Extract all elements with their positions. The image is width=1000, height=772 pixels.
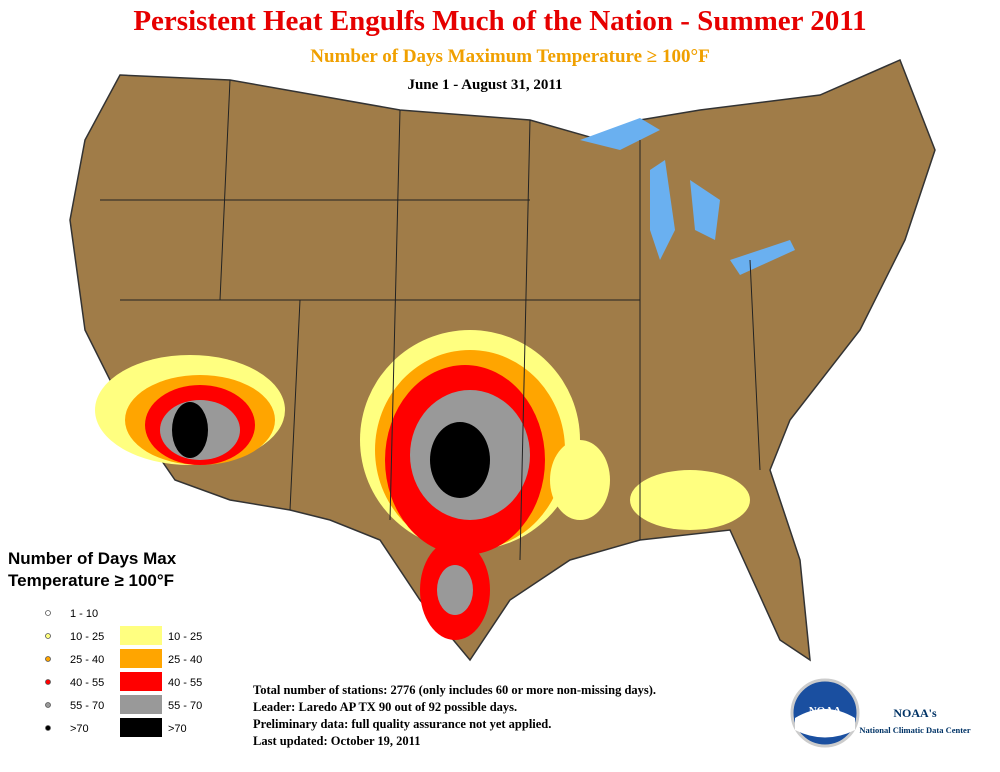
legend-dot <box>45 610 51 616</box>
lake-huron <box>690 180 720 240</box>
legend-box <box>120 649 162 668</box>
legend-dot <box>45 725 51 731</box>
note: Total number of stations: 2776 (only inc… <box>253 683 656 697</box>
legend-box-label: 25 - 40 <box>168 654 202 666</box>
legend-box <box>120 718 162 737</box>
legend-box <box>120 695 162 714</box>
lake-erie <box>730 240 795 275</box>
noaa-logo: NOAA NOAA's National Climatic Data Cente… <box>790 678 971 748</box>
title: Persistent Heat Engulfs Much of the Nati… <box>133 5 866 37</box>
map <box>69 58 936 662</box>
legend: Number of Days Max Temperature ≥ 100°F 1 -… <box>8 549 202 737</box>
logo-name: NOAA's <box>893 706 937 720</box>
legend-box-label: >70 <box>168 723 187 735</box>
legend-box-label: 55 - 70 <box>168 700 202 712</box>
legend-dot-label: 40 - 55 <box>70 677 104 689</box>
logo-mark: NOAA <box>809 705 841 717</box>
legend-dot <box>45 656 51 662</box>
note: Last updated: October 19, 2011 <box>253 734 421 748</box>
legend-dot <box>45 702 51 708</box>
date-range: June 1 - August 31, 2011 <box>407 77 562 93</box>
heat-patches <box>95 330 750 640</box>
note: Preliminary data: full quality assurance… <box>253 717 551 731</box>
legend-dot-label: 25 - 40 <box>70 654 104 666</box>
legend-box-label: 10 - 25 <box>168 631 202 643</box>
subtitle: Number of Days Maximum Temperature ≥ 100… <box>310 46 709 67</box>
legend-dot-label: 55 - 70 <box>70 700 104 712</box>
legend-dot-label: >70 <box>70 723 89 735</box>
legend-box <box>120 672 162 691</box>
lake-michigan <box>650 160 675 260</box>
note: Leader: Laredo AP TX 90 out of 92 possib… <box>253 700 517 714</box>
notes: Total number of stations: 2776 (only inc… <box>253 683 656 748</box>
legend-dot-label: 10 - 25 <box>70 631 104 643</box>
legend-title: Temperature ≥ 100°F <box>8 571 174 590</box>
legend-box <box>120 626 162 645</box>
legend-title: Number of Days Max <box>8 549 177 568</box>
legend-box-label: 40 - 55 <box>168 677 202 689</box>
legend-dot <box>45 679 51 685</box>
legend-dot <box>45 633 51 639</box>
state-lines <box>100 79 761 561</box>
legend-dot-label: 1 - 10 <box>70 608 98 620</box>
logo-org: National Climatic Data Center <box>859 725 970 735</box>
lake-superior <box>580 118 660 150</box>
